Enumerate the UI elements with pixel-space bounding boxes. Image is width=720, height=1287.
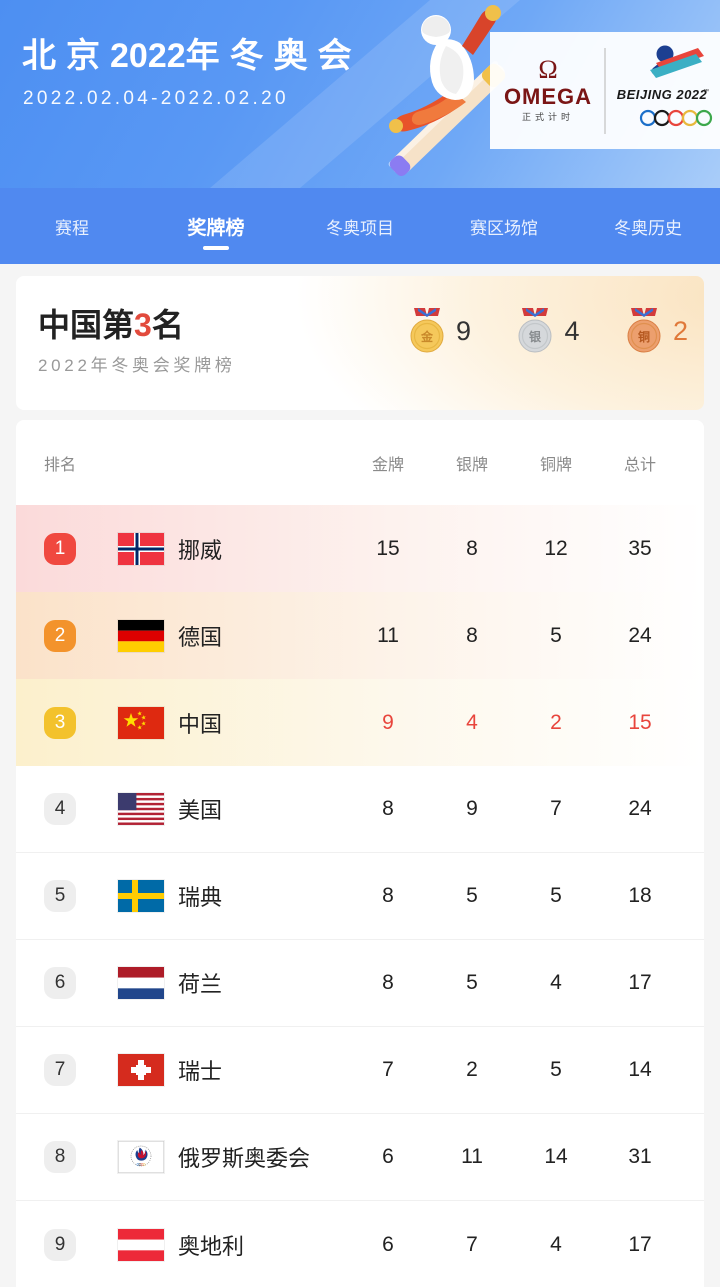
svg-text:银: 银 [529,329,542,344]
svg-text:金: 金 [420,329,434,344]
svg-text:BEIJING 2022: BEIJING 2022 [617,87,708,102]
svg-text:™: ™ [703,88,709,95]
svg-text:铜: 铜 [638,329,650,344]
svg-text:正式计时: 正式计时 [522,111,574,122]
svg-text:Ω: Ω [538,55,557,84]
svg-text:OMEGA: OMEGA [504,84,592,109]
